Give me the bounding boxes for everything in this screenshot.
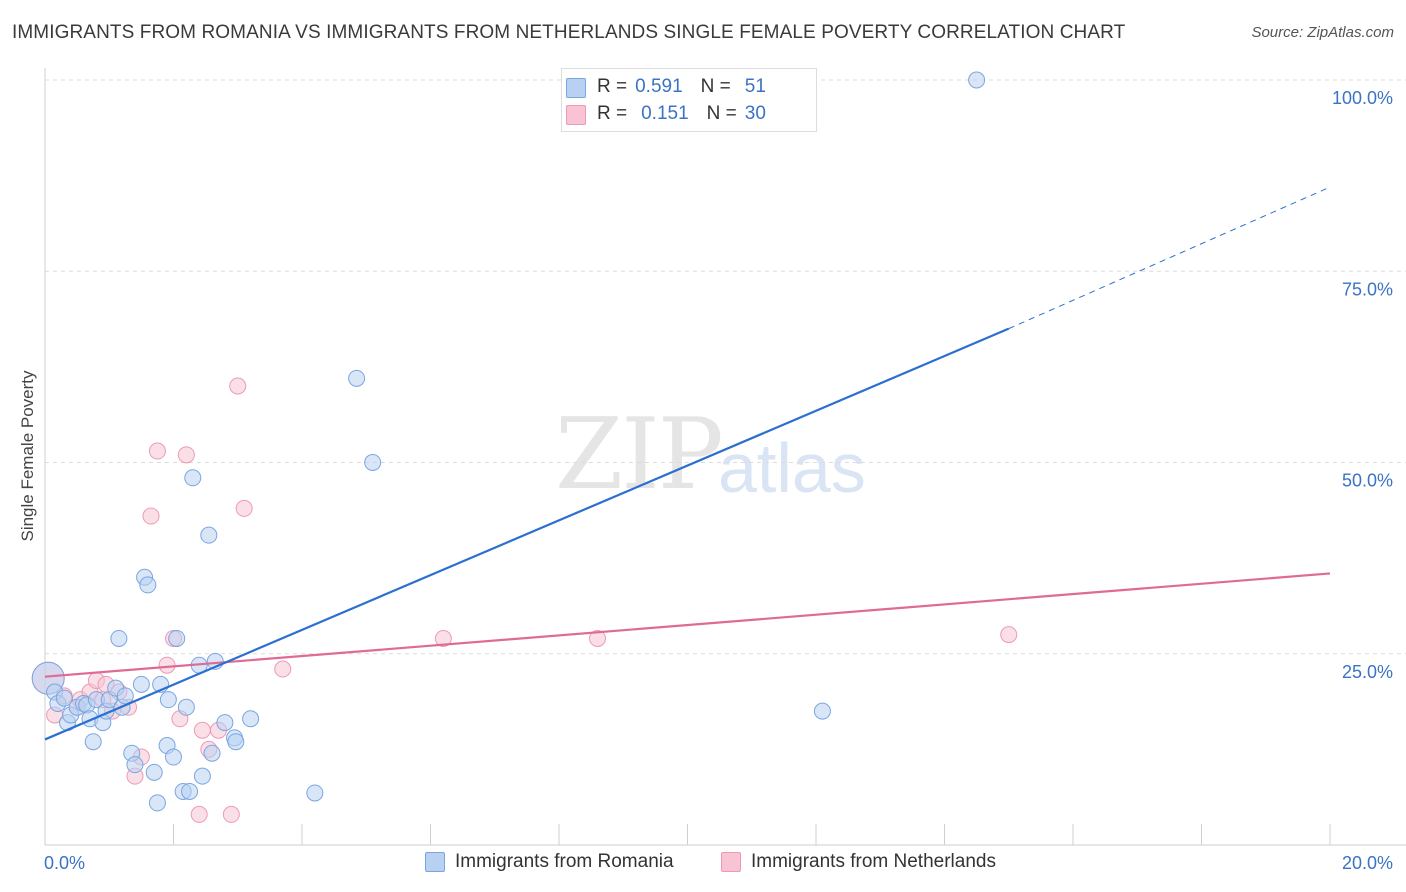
romania-swatch-icon — [566, 78, 586, 98]
romania-point — [116, 687, 134, 705]
gridlines — [45, 79, 1406, 655]
romania-legend-icon — [425, 852, 445, 872]
romania-point — [159, 691, 177, 709]
netherlands-point — [274, 660, 292, 678]
axes — [44, 68, 1406, 846]
romania-point — [200, 526, 218, 544]
netherlands-point — [142, 507, 160, 525]
romania-point — [184, 469, 202, 487]
legend-r-value: 0.591 — [635, 76, 683, 97]
netherlands-point — [148, 442, 166, 460]
romania-point — [84, 733, 102, 751]
romania-point — [145, 763, 163, 781]
x-tick-label: 20.0% — [1342, 853, 1393, 873]
legend-row-netherlands: R = 0.151 N = 30 — [566, 101, 766, 127]
netherlands-point — [222, 805, 240, 823]
y-tick-label: 50.0% — [1342, 471, 1393, 491]
chart-source: Source: ZipAtlas.com — [1251, 24, 1394, 41]
romania-point — [126, 756, 144, 774]
watermark-zip: ZIP — [555, 398, 724, 512]
romania-point — [242, 710, 260, 728]
chart-title: IMMIGRANTS FROM ROMANIA VS IMMIGRANTS FR… — [12, 22, 1126, 43]
legend-r-label: R = — [597, 103, 628, 124]
legend-item-netherlands[interactable]: Immigrants from Netherlands — [721, 851, 996, 873]
romania-point — [148, 794, 166, 812]
romania-points — [31, 71, 986, 812]
netherlands-point — [177, 446, 195, 464]
legend-r-value: 0.151 — [641, 103, 689, 124]
romania-point — [216, 714, 234, 732]
romania-point — [139, 576, 157, 594]
romania-point — [132, 675, 150, 693]
legend-r-label: R = — [597, 76, 628, 97]
netherlands-point — [434, 629, 452, 647]
netherlands-point — [193, 721, 211, 739]
netherlands-trend-line — [44, 572, 1331, 678]
romania-point — [110, 629, 128, 647]
legend-item-romania[interactable]: Immigrants from Romania — [425, 851, 674, 873]
romania-point — [306, 784, 324, 802]
netherlands-swatch-icon — [566, 105, 586, 125]
netherlands-point — [1000, 626, 1018, 644]
romania-point — [55, 689, 73, 707]
romania-point — [193, 767, 211, 785]
romania-trend-extension — [1008, 186, 1331, 330]
x-tick-label: 0.0% — [44, 853, 85, 873]
romania-point — [168, 629, 186, 647]
romania-point — [364, 454, 382, 471]
netherlands-legend-icon — [721, 852, 741, 872]
romania-point — [181, 782, 199, 800]
netherlands-point — [190, 805, 208, 823]
y-tick-label: 25.0% — [1342, 662, 1393, 682]
netherlands-point — [589, 629, 607, 647]
romania-point — [813, 702, 831, 720]
romania-point — [227, 733, 245, 751]
legend-row-romania: R = 0.591 N = 51 — [566, 74, 766, 100]
romania-point — [165, 748, 182, 766]
romania-point — [348, 369, 366, 387]
romania-point — [177, 698, 195, 716]
romania-point — [203, 744, 221, 762]
legend-n-label: N = — [706, 103, 737, 124]
legend-label-netherlands: Immigrants from Netherlands — [751, 851, 996, 872]
romania-point — [968, 71, 986, 89]
romania-trend-line — [44, 327, 1010, 741]
legend-n-value: 30 — [744, 103, 766, 124]
legend-n-value: 51 — [744, 76, 766, 97]
trend-lines — [44, 186, 1331, 741]
y-tick-label: 75.0% — [1342, 279, 1393, 299]
tick-labels: 25.0% 50.0% 75.0% 100.0% 0.0% 20.0% — [44, 88, 1393, 873]
legend-n-label: N = — [700, 76, 731, 97]
legend-label-romania: Immigrants from Romania — [455, 851, 674, 872]
y-tick-label: 100.0% — [1332, 88, 1393, 108]
correlation-legend: R = 0.591 N = 51 R = 0.151 N = 30 — [561, 68, 817, 132]
netherlands-point — [235, 499, 253, 517]
netherlands-point — [229, 377, 247, 395]
netherlands-point — [158, 656, 176, 674]
